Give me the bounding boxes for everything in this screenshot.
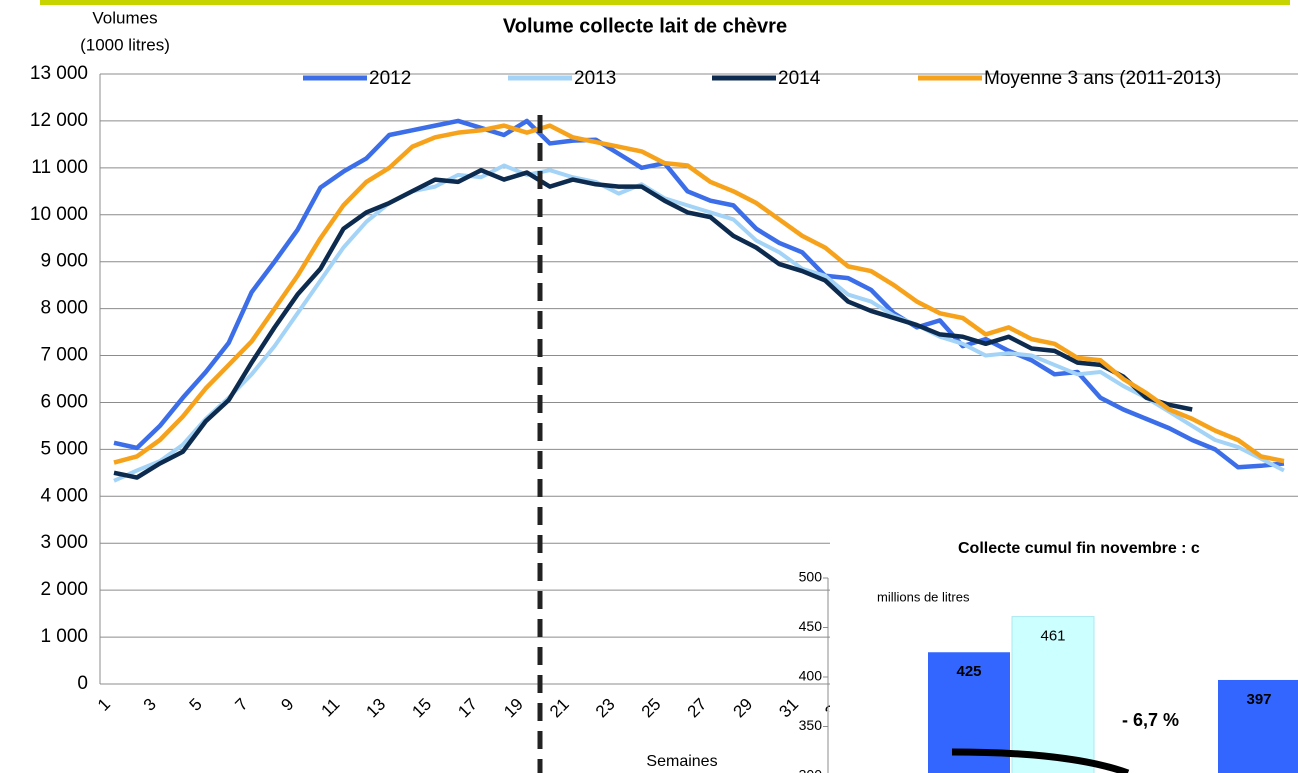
y-tick-label: 6 000 xyxy=(40,391,88,412)
chart-title: Volume collecte lait de chèvre xyxy=(503,15,787,37)
x-tick-label: 11 xyxy=(317,695,343,721)
inset-y-label: millions de litres xyxy=(877,589,970,604)
y-tick-label: 2 000 xyxy=(40,579,88,600)
arrow xyxy=(951,748,1130,773)
series-line xyxy=(113,167,1193,480)
series-line xyxy=(113,163,1285,483)
y-tick-label: 11 000 xyxy=(31,157,88,178)
legend-label: 2013 xyxy=(574,68,616,89)
legend-label: 2012 xyxy=(369,68,411,89)
y-tick-label: 13 000 xyxy=(30,63,88,84)
inset-y-tick-label: 450 xyxy=(799,618,823,634)
x-tick-label: 25 xyxy=(638,695,665,722)
x-tick-label: 15 xyxy=(408,695,435,722)
y-tick-label: 12 000 xyxy=(30,110,88,131)
bar xyxy=(1218,679,1298,773)
x-tick-label: 23 xyxy=(592,695,619,722)
x-tick-label: 17 xyxy=(454,695,481,722)
x-tick-label: 5 xyxy=(186,695,206,715)
annotation: - 6,7 % xyxy=(1122,710,1179,730)
inset-y-tick-label: 500 xyxy=(799,569,823,585)
x-tick-label: 21 xyxy=(546,695,573,722)
y-tick-label: 7 000 xyxy=(40,345,88,366)
series-line xyxy=(113,123,1285,465)
value-label: 425 xyxy=(956,663,981,680)
bar xyxy=(1011,616,1095,773)
y-tick-label: 8 000 xyxy=(40,298,88,319)
y-axis-label: Volumes xyxy=(92,8,157,27)
top-rule xyxy=(40,0,1290,5)
series-line xyxy=(113,118,1285,470)
x-tick-label: 27 xyxy=(684,695,711,722)
value-label: 461 xyxy=(1040,628,1065,645)
inset-y-tick-label: 400 xyxy=(799,668,823,684)
x-tick-label: 13 xyxy=(362,695,389,722)
value-label: 397 xyxy=(1246,691,1271,708)
y-tick-label: 1 000 xyxy=(40,626,88,647)
y-tick-label: 0 xyxy=(77,673,88,694)
legend-label: 2014 xyxy=(778,68,821,89)
x-tick-label: 3 xyxy=(140,695,160,715)
x-tick-label: 29 xyxy=(730,695,757,722)
x-tick-label: 19 xyxy=(500,695,527,722)
legend-label: Moyenne 3 ans (2011-2013) xyxy=(984,68,1221,89)
x-tick-label: 9 xyxy=(277,695,297,715)
y-tick-label: 5 000 xyxy=(40,438,88,459)
x-tick-label: 1 xyxy=(94,695,114,715)
x-axis-label: Semaines xyxy=(646,753,717,770)
inset-y-tick-label: 300 xyxy=(799,767,823,773)
y-tick-label: 9 000 xyxy=(40,251,88,272)
y-tick-label: 10 000 xyxy=(30,204,88,225)
inset-y-tick-label: 350 xyxy=(799,717,823,733)
y-tick-label: 3 000 xyxy=(40,532,88,553)
inset-title: Collecte cumul fin novembre : c xyxy=(958,540,1200,557)
x-tick-label: 7 xyxy=(232,695,252,715)
y-axis-label: (1000 litres) xyxy=(80,35,170,54)
y-tick-label: 4 000 xyxy=(40,485,88,506)
